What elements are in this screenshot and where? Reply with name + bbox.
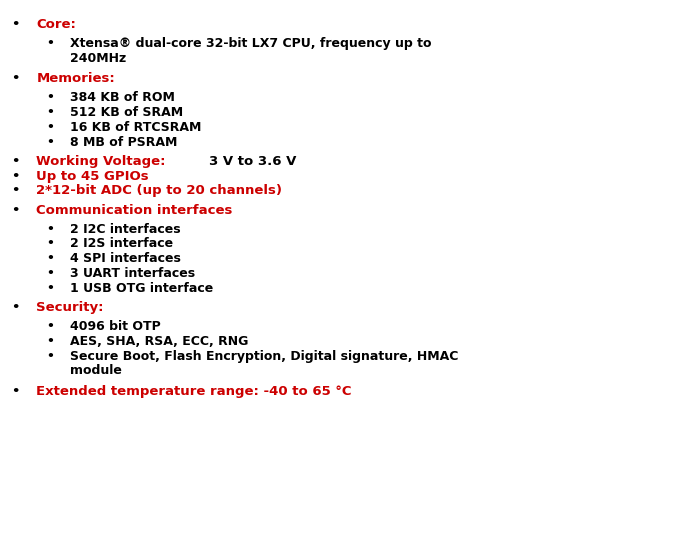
Text: •: • [11,301,20,314]
Text: 4 SPI interfaces: 4 SPI interfaces [70,252,181,265]
Text: 3 V to 3.6 V: 3 V to 3.6 V [209,155,297,168]
Text: 1 USB OTG interface: 1 USB OTG interface [70,282,213,295]
Text: Working Voltage:: Working Voltage: [36,155,170,168]
Text: •: • [11,155,20,168]
Text: •: • [46,223,54,236]
Text: •: • [46,121,54,134]
Text: •: • [46,252,54,265]
Text: Xtensa® dual-core 32-bit LX7 CPU, frequency up to: Xtensa® dual-core 32-bit LX7 CPU, freque… [70,37,431,50]
Text: •: • [46,136,54,149]
Text: •: • [46,282,54,295]
Text: module: module [70,364,121,377]
Text: 512 KB of SRAM: 512 KB of SRAM [70,106,183,119]
Text: •: • [11,170,20,183]
Text: •: • [11,72,20,85]
Text: •: • [11,385,20,398]
Text: Up to 45 GPIOs: Up to 45 GPIOs [36,170,149,183]
Text: Core:: Core: [36,18,76,31]
Text: •: • [46,106,54,119]
Text: 3 UART interfaces: 3 UART interfaces [70,267,195,280]
Text: •: • [46,37,54,50]
Text: Memories:: Memories: [36,72,115,85]
Text: Communication interfaces: Communication interfaces [36,203,232,217]
Text: Security:: Security: [36,301,104,314]
Text: 384 KB of ROM: 384 KB of ROM [70,91,174,104]
Text: •: • [46,320,54,333]
Text: •: • [11,184,20,197]
Text: 4096 bit OTP: 4096 bit OTP [70,320,161,333]
Text: 8 MB of PSRAM: 8 MB of PSRAM [70,136,177,149]
Text: •: • [11,203,20,217]
Text: •: • [46,350,54,363]
Text: AES, SHA, RSA, ECC, RNG: AES, SHA, RSA, ECC, RNG [70,335,248,348]
Text: 240MHz: 240MHz [70,52,126,65]
Text: •: • [46,91,54,104]
Text: •: • [46,237,54,251]
Text: 2 I2S interface: 2 I2S interface [70,237,173,251]
Text: Extended temperature range: -40 to 65 °C: Extended temperature range: -40 to 65 °C [36,385,352,398]
Text: •: • [11,18,20,31]
Text: 16 KB of RTCSRAM: 16 KB of RTCSRAM [70,121,201,134]
Text: 2 I2C interfaces: 2 I2C interfaces [70,223,180,236]
Text: Secure Boot, Flash Encryption, Digital signature, HMAC: Secure Boot, Flash Encryption, Digital s… [70,350,458,363]
Text: 2*12-bit ADC (up to 20 channels): 2*12-bit ADC (up to 20 channels) [36,184,282,197]
Text: •: • [46,335,54,348]
Text: •: • [46,267,54,280]
